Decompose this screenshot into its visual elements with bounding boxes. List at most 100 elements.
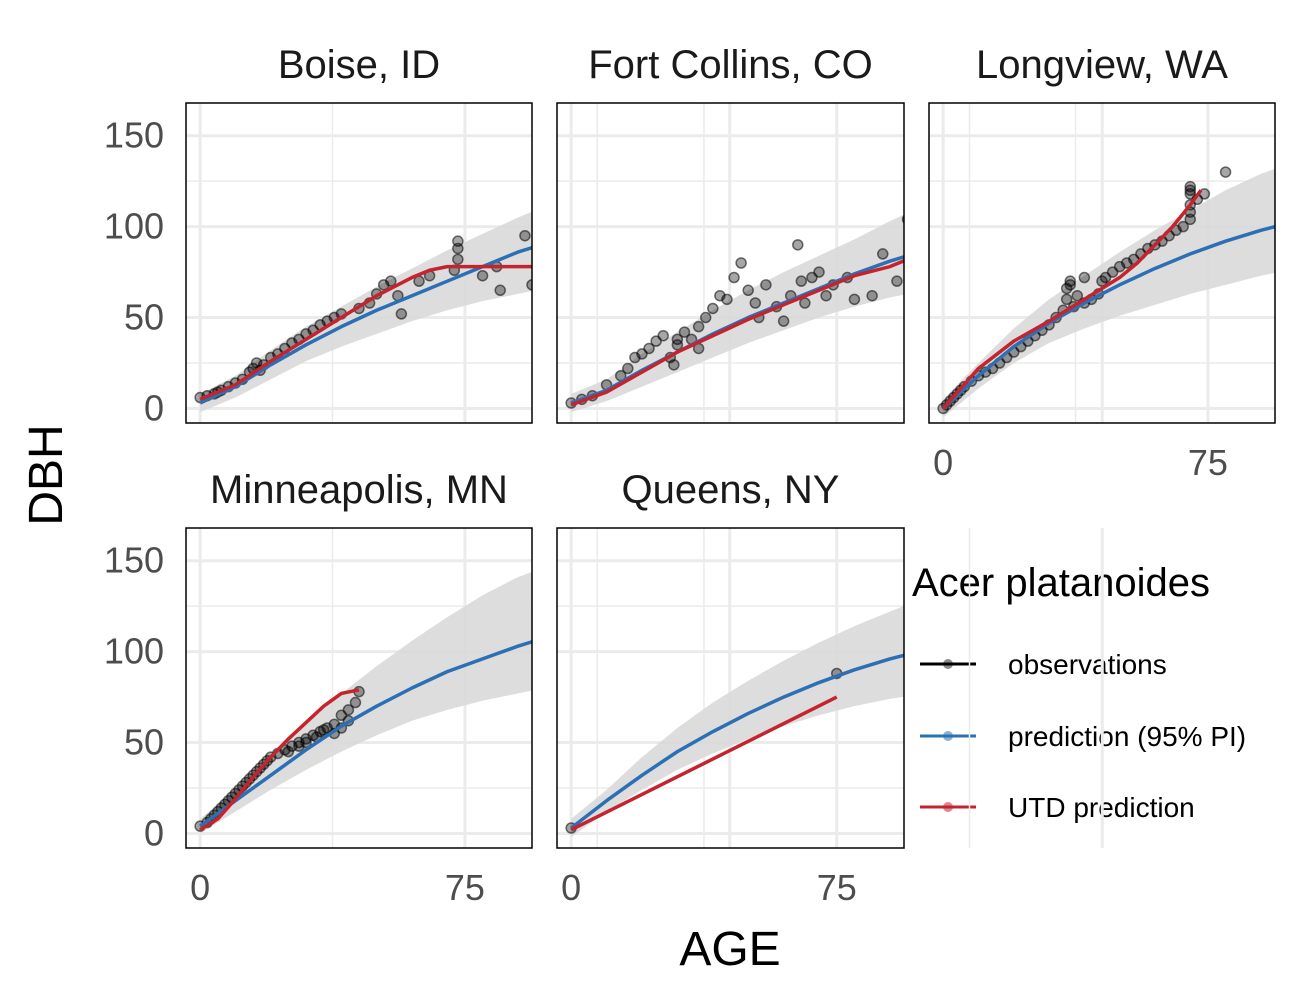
observation-point	[622, 362, 634, 375]
observation-point	[342, 704, 355, 716]
panel-plot	[194, 211, 548, 413]
observation-point	[891, 275, 903, 287]
panel-2: Longview, WA 0 75	[928, 43, 1276, 483]
utd-prediction-line	[570, 695, 838, 832]
observation-point	[1177, 220, 1189, 233]
observation-point	[1064, 279, 1076, 291]
observation-point	[671, 333, 684, 346]
panel-border	[185, 102, 533, 424]
panel-title: Minneapolis, MN	[210, 468, 508, 512]
y-tick-label: 0	[144, 387, 164, 428]
observation-point	[678, 326, 691, 338]
prediction-interval-band	[571, 605, 904, 838]
observation-point	[395, 308, 408, 320]
observation-point	[1184, 180, 1197, 193]
y-tick-label: 100	[104, 206, 164, 247]
legend: Acer platanoides observations prediction…	[912, 561, 1246, 823]
panel-title: Queens, NY	[622, 468, 840, 512]
observation-point	[452, 235, 464, 247]
legend-item-utd: UTD prediction	[920, 792, 1195, 823]
panel-border	[556, 102, 905, 424]
x-tick-label: 0	[933, 442, 953, 483]
panel-title: Longview, WA	[976, 43, 1228, 87]
panel-border	[185, 527, 533, 849]
prediction-interval-band	[200, 211, 532, 413]
x-axis-title: AGE	[679, 923, 780, 976]
observation-point	[735, 257, 747, 269]
panel-grid	[557, 528, 1104, 848]
y-tick-label: 150	[104, 540, 164, 581]
observation-point	[792, 239, 804, 251]
observation-point	[1219, 166, 1232, 178]
observation-point	[534, 276, 544, 286]
observation-point	[385, 275, 397, 287]
observation-point	[657, 329, 669, 342]
prediction-line	[941, 224, 1275, 410]
utd-prediction-line	[941, 189, 1203, 410]
panel-title: Boise, ID	[278, 43, 440, 87]
x-tick-label: 0	[561, 867, 581, 908]
observation-point	[282, 745, 295, 758]
x-tick-label: 0	[190, 867, 210, 908]
y-axis-title: DBH	[20, 424, 73, 525]
observation-point	[692, 320, 705, 333]
observation-point	[1071, 289, 1084, 302]
observation-point	[721, 293, 733, 306]
panel-plot	[937, 166, 1275, 418]
observation-point	[526, 279, 532, 291]
legend-item-observations: observations	[920, 649, 1167, 680]
observation-point	[668, 359, 680, 371]
observation-point	[1064, 275, 1076, 287]
panel-3: Minneapolis, MN 0 50 100 150 0 75	[104, 468, 732, 908]
legend-label-prediction: prediction (95% PI)	[1008, 721, 1246, 752]
panel-4: Queens, NY 0 75	[556, 468, 1104, 908]
observation-point	[1184, 184, 1197, 197]
prediction-interval-band	[943, 168, 1275, 418]
legend-item-prediction: prediction (95% PI)	[920, 721, 1246, 752]
panel-grid	[929, 103, 1275, 423]
prediction-line	[199, 245, 532, 405]
y-tick-label: 50	[124, 297, 164, 338]
utd-prediction-line	[199, 264, 532, 401]
observation-point	[349, 696, 362, 709]
prediction-line	[199, 639, 532, 828]
observation-point	[317, 724, 330, 736]
panel-plot	[565, 605, 904, 838]
y-tick-label: 0	[144, 812, 164, 853]
observation-point	[728, 271, 740, 284]
observation-point	[1060, 293, 1073, 306]
panel-grid	[557, 103, 1104, 423]
legend-key-prediction-point	[943, 731, 953, 741]
observation-point	[452, 253, 464, 266]
y-tick-label: 150	[104, 115, 164, 156]
panel-title: Fort Collins, CO	[588, 43, 873, 87]
legend-label-observations: observations	[1008, 649, 1167, 680]
observation-point	[760, 279, 772, 291]
x-tick-label: 75	[1188, 442, 1228, 483]
legend-key-utd-point	[943, 802, 953, 812]
observation-point	[519, 229, 531, 242]
panel-border	[556, 527, 905, 849]
observation-point	[707, 302, 719, 315]
observation-point	[1078, 271, 1091, 284]
panel-1: Fort Collins, CO	[556, 43, 1104, 424]
panel-plot	[565, 214, 916, 413]
observation-point	[795, 275, 808, 287]
observation-point	[799, 297, 811, 309]
observation-point	[777, 315, 790, 327]
observation-point	[538, 273, 548, 283]
prediction-line	[570, 653, 904, 830]
legend-title: Acer platanoides	[912, 561, 1210, 605]
utd-prediction-line	[199, 688, 360, 832]
observation-point	[494, 284, 506, 297]
observation-point	[866, 289, 878, 302]
x-tick-label: 75	[445, 867, 485, 908]
observation-point	[906, 283, 916, 293]
y-tick-label: 100	[104, 631, 164, 672]
panel-plot	[194, 571, 532, 834]
observation-point	[476, 269, 489, 282]
observation-point	[742, 284, 754, 297]
utd-prediction-line	[570, 258, 904, 407]
panel-border	[928, 102, 1276, 424]
